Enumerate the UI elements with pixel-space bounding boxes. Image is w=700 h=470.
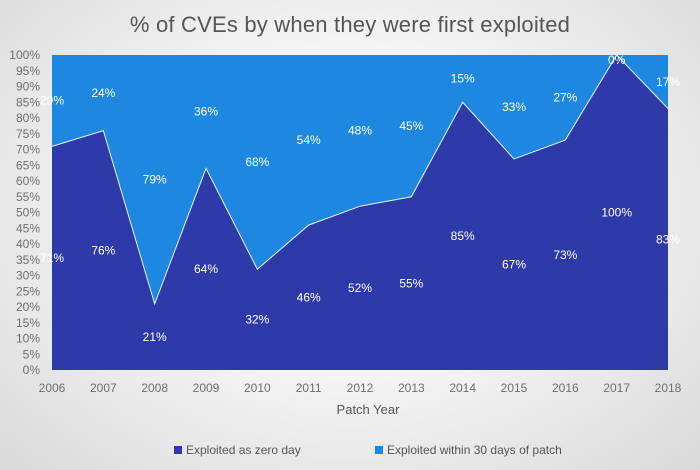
legend-label-30-days: Exploited within 30 days of patch	[387, 443, 562, 457]
data-label-30-days: 15%	[451, 72, 475, 86]
y-tick-label: 20%	[16, 300, 40, 314]
x-tick-label: 2009	[193, 381, 220, 395]
x-tick-label: 2011	[296, 381, 322, 395]
series-area-30-days	[52, 55, 668, 304]
data-label-30-days: 27%	[553, 91, 577, 105]
y-tick-label: 65%	[16, 158, 40, 172]
y-tick-label: 75%	[16, 127, 40, 141]
data-label-zero-day: 67%	[502, 257, 526, 271]
x-tick-label: 2014	[449, 381, 476, 395]
x-tick-label: 2006	[39, 381, 66, 395]
x-tick-label: 2012	[347, 381, 374, 395]
y-axis: 0% 5%10% 15% 20% 25%30% 35% 40% 45%50% 55% 60% 65%…	[9, 48, 40, 377]
data-label-30-days: 54%	[297, 133, 321, 147]
data-label-zero-day: 76%	[91, 243, 115, 257]
y-tick-label: 90%	[16, 80, 40, 94]
y-tick-label: 95%	[16, 64, 40, 78]
data-label-30-days: 17%	[656, 75, 680, 89]
data-label-30-days: 0%	[608, 53, 626, 67]
y-tick-label: 15%	[16, 316, 40, 330]
legend: Exploited as zero day Exploited within 3…	[174, 443, 562, 457]
y-tick-label: 0%	[23, 363, 41, 377]
data-label-30-days: 36%	[194, 105, 218, 119]
y-tick-label: 60%	[16, 174, 40, 188]
data-label-zero-day: 71%	[40, 251, 64, 265]
data-label-30-days: 79%	[143, 172, 167, 186]
y-tick-label: 25%	[16, 284, 40, 298]
data-label-30-days: 68%	[245, 155, 269, 169]
data-label-zero-day: 64%	[194, 262, 218, 276]
x-tick-label: 2016	[552, 381, 579, 395]
y-tick-label: 45%	[16, 221, 40, 235]
x-tick-label: 2008	[141, 381, 168, 395]
data-label-zero-day: 85%	[451, 229, 475, 243]
y-tick-label: 55%	[16, 190, 40, 204]
chart-title: % of CVEs by when they were first exploi…	[129, 12, 571, 37]
x-tick-label: 2010	[244, 381, 271, 395]
series-area-zero-day	[52, 55, 668, 370]
data-label-30-days: 24%	[91, 86, 115, 100]
y-tick-label: 35%	[16, 253, 40, 267]
data-label-zero-day: 73%	[553, 248, 577, 262]
x-tick-label: 2015	[501, 381, 528, 395]
data-label-zero-day: 46%	[297, 291, 321, 305]
y-tick-label: 40%	[16, 237, 40, 251]
data-label-zero-day: 21%	[143, 330, 167, 344]
y-tick-label: 50%	[16, 206, 40, 220]
y-tick-label: 85%	[16, 95, 40, 109]
y-tick-label: 30%	[16, 269, 40, 283]
legend-swatch-zero-day	[174, 446, 182, 454]
y-tick-label: 100%	[9, 48, 40, 62]
data-label-zero-day: 52%	[348, 281, 372, 295]
legend-label-zero-day: Exploited as zero day	[186, 443, 301, 457]
data-label-30-days: 33%	[502, 100, 526, 114]
y-tick-label: 5%	[23, 347, 41, 361]
y-tick-label: 80%	[16, 111, 40, 125]
data-labels: 71% 29% 76% 24% 21% 79% 64% 36% 32% 68% 46% 54% 52% 4…	[40, 53, 680, 344]
x-tick-label: 2017	[603, 381, 630, 395]
x-axis: 2006 2007 2008 2009 2010 2011 2012 2013 2014 2015…	[39, 381, 682, 395]
series-boundary-line	[51, 54, 669, 306]
data-label-zero-day: 100%	[601, 206, 632, 220]
data-label-zero-day: 32%	[245, 313, 269, 327]
plot-area	[51, 54, 669, 370]
data-label-zero-day: 83%	[656, 232, 680, 246]
x-tick-label: 2018	[655, 381, 682, 395]
data-label-30-days: 48%	[348, 124, 372, 138]
x-tick-label: 2013	[398, 381, 425, 395]
data-label-zero-day: 55%	[399, 276, 423, 290]
y-tick-label: 10%	[16, 332, 40, 346]
x-tick-label: 2007	[90, 381, 117, 395]
data-label-30-days: 45%	[399, 119, 423, 133]
data-label-30-days: 29%	[40, 94, 64, 108]
x-axis-title: Patch Year	[337, 402, 401, 417]
legend-swatch-30-days	[375, 446, 383, 454]
y-tick-label: 70%	[16, 143, 40, 157]
